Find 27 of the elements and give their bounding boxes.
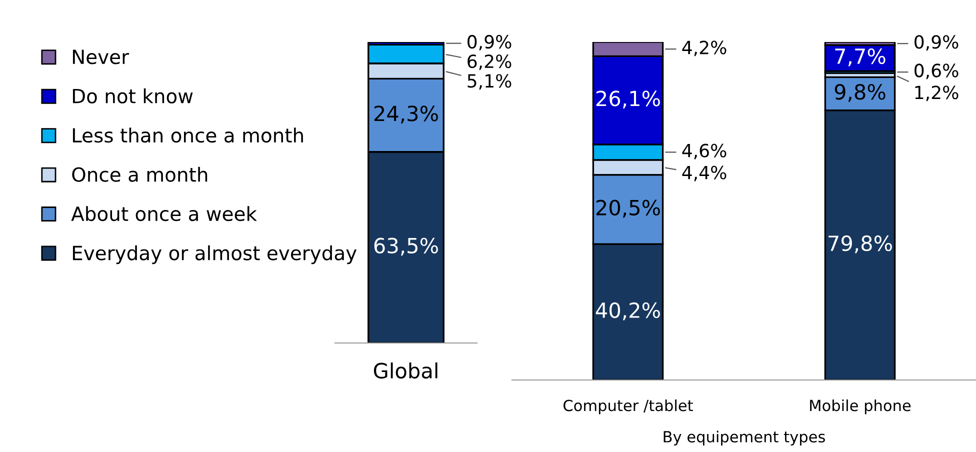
data-label: 4,6% bbox=[682, 144, 726, 160]
data-label: 5,1% bbox=[468, 74, 512, 90]
legend-label: Never bbox=[72, 50, 130, 64]
data-label: 0,6% bbox=[914, 64, 958, 80]
legend-label: Everyday or almost everyday bbox=[72, 245, 357, 264]
legend-label: Less than once a month bbox=[72, 128, 303, 143]
data-label: 6,2% bbox=[468, 54, 512, 70]
legend-label: Do not know bbox=[72, 88, 193, 104]
x-tick-label: Global bbox=[374, 362, 438, 379]
data-label: 24,3% bbox=[374, 106, 438, 124]
data-label: 20,5% bbox=[596, 200, 660, 218]
x-tick-label: Computer /tablet bbox=[564, 399, 693, 414]
x-tick-label: Mobile phone bbox=[810, 399, 911, 414]
data-label: 7,7% bbox=[835, 48, 886, 66]
data-label: 40,2% bbox=[596, 302, 660, 320]
data-label: 0,9% bbox=[468, 34, 512, 50]
legend-label: About once a week bbox=[71, 206, 257, 222]
data-label: 63,5% bbox=[374, 238, 438, 256]
data-label: 9,8% bbox=[834, 84, 886, 102]
data-label: 4,4% bbox=[682, 166, 726, 182]
data-label: 79,8% bbox=[828, 235, 892, 254]
data-label: 0,9% bbox=[914, 35, 958, 51]
text: By equipement types bbox=[664, 430, 825, 446]
data-label: 26,1% bbox=[596, 90, 660, 108]
data-label: 4,2% bbox=[682, 40, 726, 56]
legend-label: Once a month bbox=[72, 166, 208, 182]
data-label: 1,2% bbox=[915, 86, 958, 102]
